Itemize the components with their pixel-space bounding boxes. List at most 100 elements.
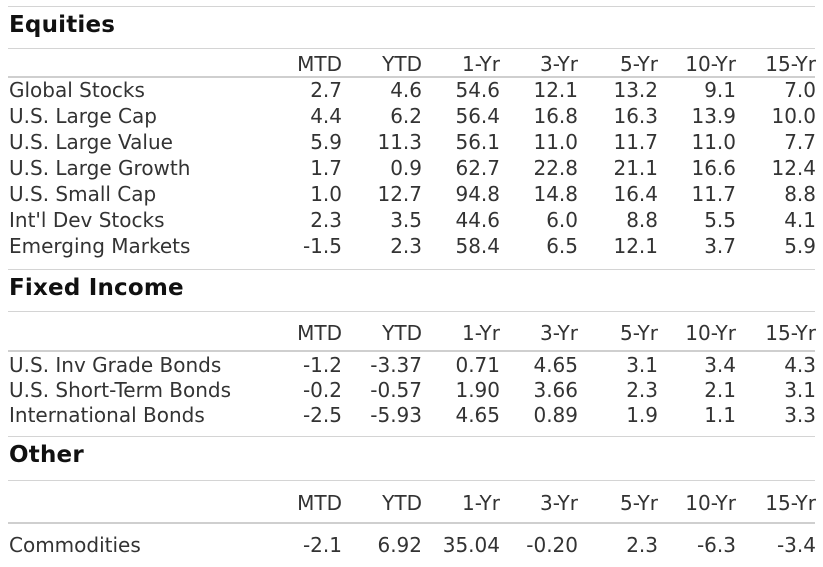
- value-5yr: 1.9: [626, 403, 658, 427]
- value-15yr: 10.0: [771, 104, 816, 128]
- divider: [8, 76, 815, 78]
- value-10yr: 13.9: [691, 104, 736, 128]
- column-header-3yr: 3-Yr: [539, 321, 578, 345]
- value-3yr: 6.0: [546, 208, 578, 232]
- column-header-15yr: 15-Yr: [765, 321, 816, 345]
- value-ytd: 4.6: [390, 78, 422, 102]
- value-mtd: 1.0: [310, 182, 342, 206]
- value-ytd: -3.37: [370, 353, 422, 377]
- value-3yr: -0.20: [526, 533, 578, 557]
- value-mtd: -2.5: [302, 403, 342, 427]
- column-header-5yr: 5-Yr: [619, 491, 658, 515]
- value-10yr: 16.6: [691, 156, 736, 180]
- value-10yr: -6.3: [696, 533, 736, 557]
- section-title-other: Other: [9, 442, 84, 468]
- value-1yr: 54.6: [455, 78, 500, 102]
- value-5yr: 8.8: [626, 208, 658, 232]
- table-row: Commodities -2.1 6.92 35.04 -0.20 2.3 -6…: [0, 532, 823, 558]
- column-header-10yr: 10-Yr: [685, 321, 736, 345]
- divider: [8, 311, 815, 312]
- value-1yr: 56.4: [455, 104, 500, 128]
- value-mtd: -1.5: [302, 234, 342, 258]
- value-15yr: 3.3: [784, 403, 816, 427]
- column-header-mtd: MTD: [297, 321, 342, 345]
- value-15yr: 7.0: [784, 78, 816, 102]
- value-5yr: 12.1: [613, 234, 658, 258]
- column-header-10yr: 10-Yr: [685, 52, 736, 76]
- column-header-ytd: YTD: [382, 52, 422, 76]
- value-1yr: 4.65: [455, 403, 500, 427]
- table-row: U.S. Large Value 5.9 11.3 56.1 11.0 11.7…: [0, 129, 823, 155]
- value-15yr: 5.9: [784, 234, 816, 258]
- table-row: Int'l Dev Stocks 2.3 3.5 44.6 6.0 8.8 5.…: [0, 207, 823, 233]
- value-mtd: -2.1: [302, 533, 342, 557]
- row-label: U.S. Small Cap: [9, 182, 157, 206]
- divider: [8, 350, 815, 352]
- column-header-3yr: 3-Yr: [539, 52, 578, 76]
- value-3yr: 11.0: [533, 130, 578, 154]
- divider: [8, 269, 815, 270]
- value-mtd: 2.3: [310, 208, 342, 232]
- column-header-1yr: 1-Yr: [461, 491, 500, 515]
- row-label: Emerging Markets: [9, 234, 191, 258]
- divider: [8, 6, 815, 7]
- table-row: U.S. Large Cap 4.4 6.2 56.4 16.8 16.3 13…: [0, 103, 823, 129]
- value-5yr: 2.3: [626, 533, 658, 557]
- row-label: U.S. Large Cap: [9, 104, 157, 128]
- table-row: U.S. Large Growth 1.7 0.9 62.7 22.8 21.1…: [0, 155, 823, 181]
- divider: [8, 480, 815, 481]
- row-label: Commodities: [9, 533, 141, 557]
- value-mtd: -0.2: [302, 378, 342, 402]
- row-label: U.S. Large Value: [9, 130, 173, 154]
- column-header-row: MTD YTD 1-Yr 3-Yr 5-Yr 10-Yr 15-Yr: [0, 51, 823, 77]
- value-15yr: 4.3: [784, 353, 816, 377]
- column-header-row: MTD YTD 1-Yr 3-Yr 5-Yr 10-Yr 15-Yr: [0, 320, 823, 346]
- table-row: Emerging Markets -1.5 2.3 58.4 6.5 12.1 …: [0, 233, 823, 259]
- column-header-10yr: 10-Yr: [685, 491, 736, 515]
- value-ytd: -5.93: [370, 403, 422, 427]
- value-10yr: 2.1: [704, 378, 736, 402]
- value-1yr: 58.4: [455, 234, 500, 258]
- value-3yr: 4.65: [533, 353, 578, 377]
- column-header-5yr: 5-Yr: [619, 52, 658, 76]
- value-15yr: 12.4: [771, 156, 816, 180]
- value-mtd: 1.7: [310, 156, 342, 180]
- column-header-ytd: YTD: [382, 321, 422, 345]
- row-label: International Bonds: [9, 403, 205, 427]
- column-header-5yr: 5-Yr: [619, 321, 658, 345]
- value-5yr: 21.1: [613, 156, 658, 180]
- value-15yr: -3.4: [776, 533, 816, 557]
- value-ytd: 0.9: [390, 156, 422, 180]
- value-10yr: 3.7: [704, 234, 736, 258]
- row-label: U.S. Large Growth: [9, 156, 191, 180]
- value-5yr: 2.3: [626, 378, 658, 402]
- row-label: Int'l Dev Stocks: [9, 208, 165, 232]
- row-label: U.S. Inv Grade Bonds: [9, 353, 222, 377]
- divider: [8, 522, 815, 524]
- value-1yr: 35.04: [442, 533, 500, 557]
- column-header-mtd: MTD: [297, 52, 342, 76]
- value-ytd: 6.92: [377, 533, 422, 557]
- value-10yr: 1.1: [704, 403, 736, 427]
- row-label: U.S. Short-Term Bonds: [9, 378, 232, 402]
- column-header-mtd: MTD: [297, 491, 342, 515]
- value-ytd: 12.7: [377, 182, 422, 206]
- value-15yr: 4.1: [784, 208, 816, 232]
- value-3yr: 12.1: [533, 78, 578, 102]
- column-header-row: MTD YTD 1-Yr 3-Yr 5-Yr 10-Yr 15-Yr: [0, 490, 823, 516]
- column-header-3yr: 3-Yr: [539, 491, 578, 515]
- table-row: Global Stocks 2.7 4.6 54.6 12.1 13.2 9.1…: [0, 77, 823, 103]
- value-ytd: -0.57: [370, 378, 422, 402]
- value-mtd: 5.9: [310, 130, 342, 154]
- column-header-15yr: 15-Yr: [765, 491, 816, 515]
- value-3yr: 16.8: [533, 104, 578, 128]
- value-3yr: 0.89: [533, 403, 578, 427]
- value-5yr: 16.3: [613, 104, 658, 128]
- value-3yr: 3.66: [533, 378, 578, 402]
- value-1yr: 0.71: [455, 353, 500, 377]
- value-10yr: 9.1: [704, 78, 736, 102]
- value-mtd: 4.4: [310, 104, 342, 128]
- value-10yr: 3.4: [704, 353, 736, 377]
- value-3yr: 6.5: [546, 234, 578, 258]
